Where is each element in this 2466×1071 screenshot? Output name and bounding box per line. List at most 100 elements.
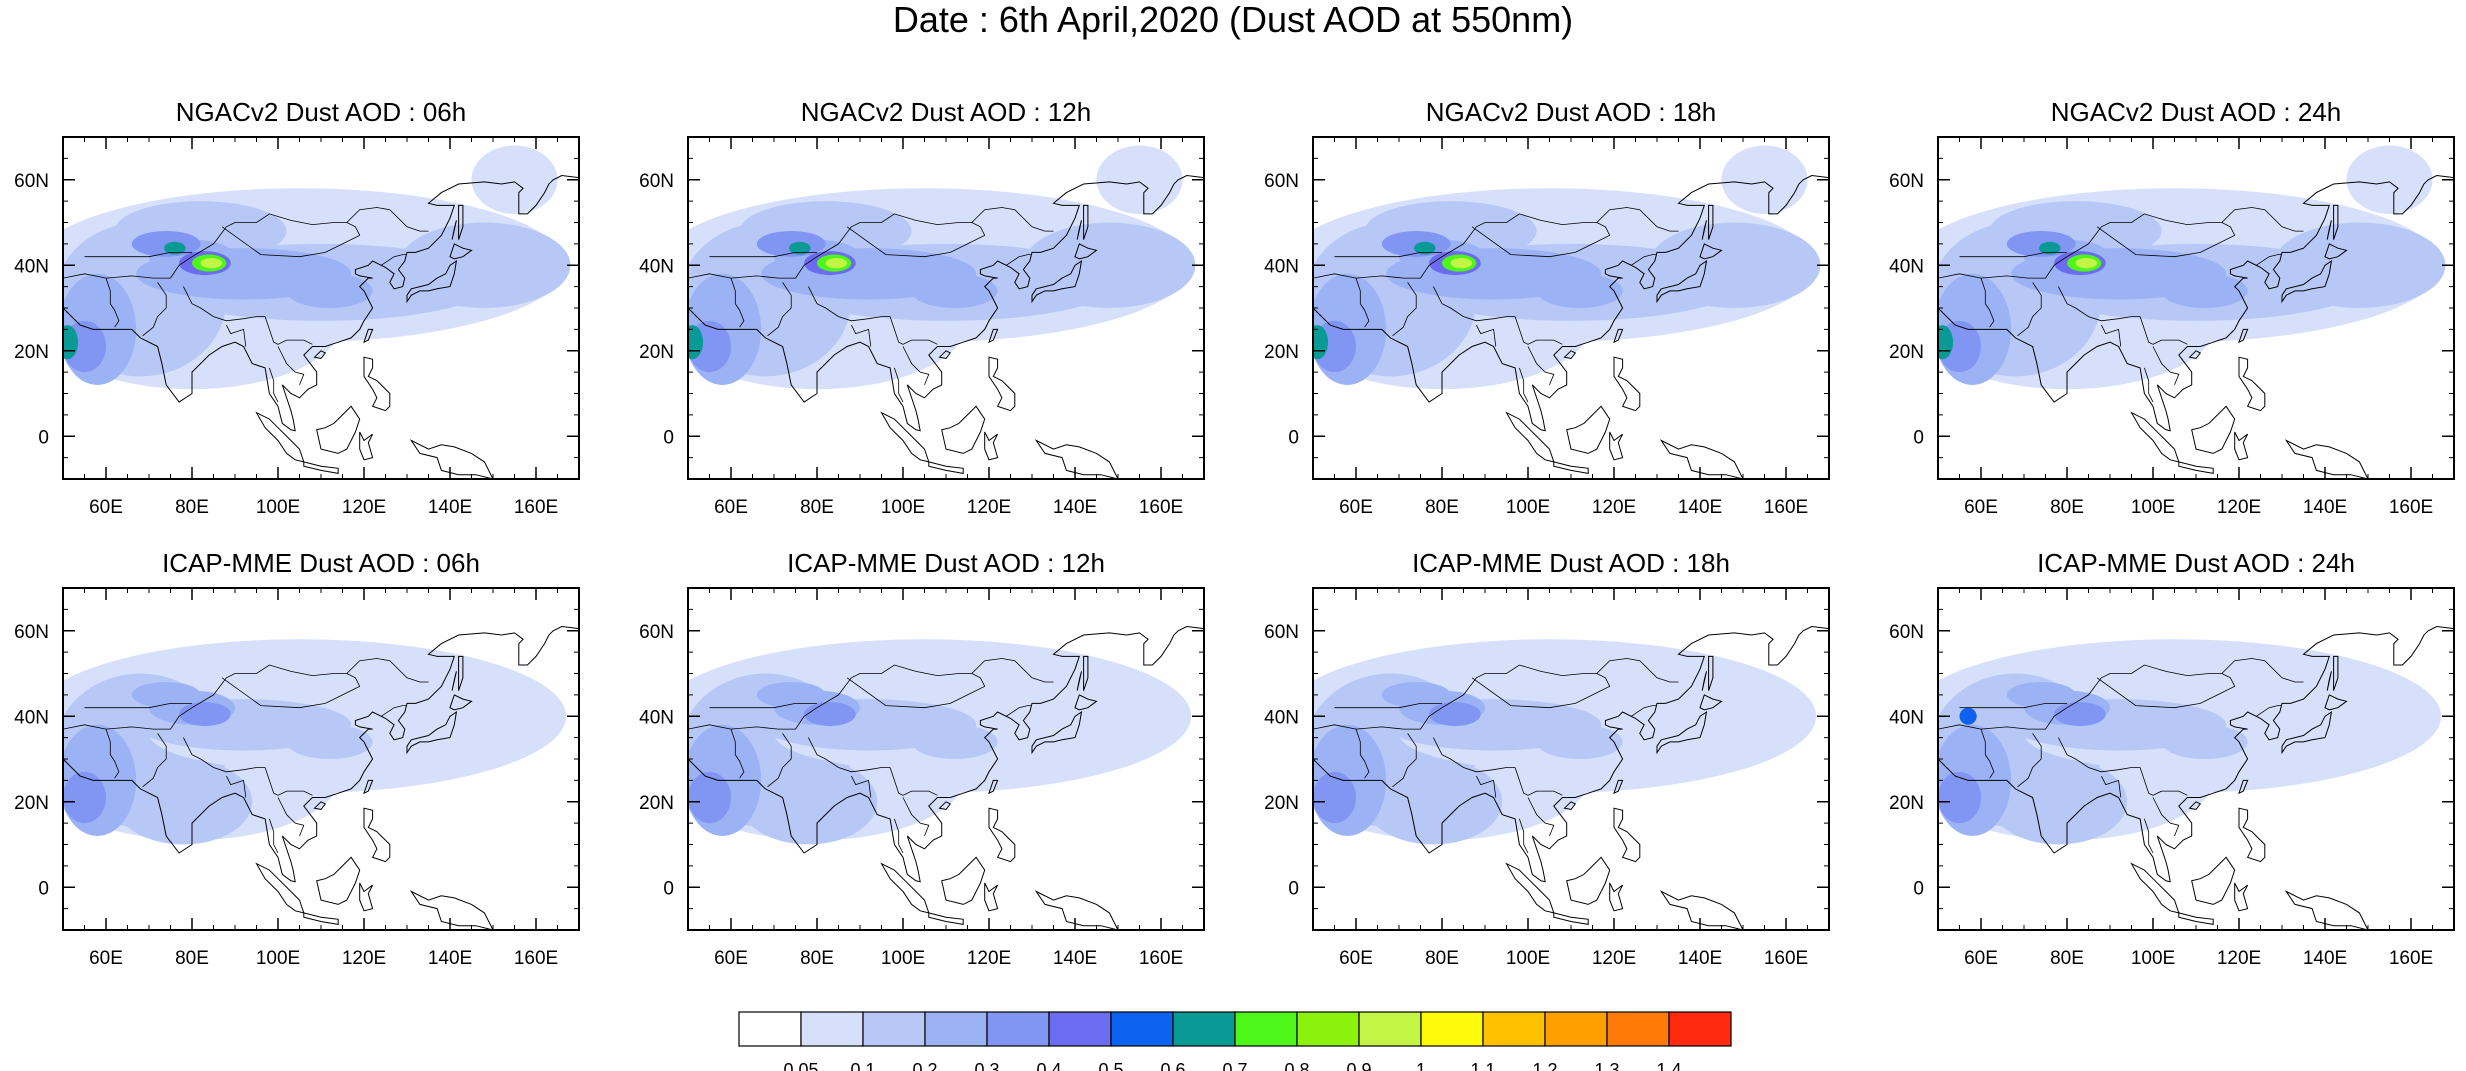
y-tick-label: 0: [663, 878, 674, 899]
coastlines: [1938, 174, 2454, 479]
colorbar-label: 1.4: [1656, 1060, 1681, 1071]
country-border: [1355, 277, 1370, 328]
colorbar-swatch: [1544, 1011, 1608, 1047]
island-outline: [1034, 439, 1119, 479]
country-border: [2017, 282, 2042, 337]
coastline: [1313, 174, 1829, 432]
island-outline: [316, 856, 361, 905]
country-border: [2139, 767, 2188, 796]
country-border: [709, 703, 817, 709]
y-tick-label: 20N: [1889, 793, 1924, 814]
x-tick-label: 60E: [714, 948, 748, 969]
country-border: [2058, 737, 2141, 773]
aod-field: [688, 588, 1204, 930]
aod-field: [1938, 588, 2454, 930]
country-border: [183, 737, 266, 773]
y-tick-label: 60N: [1889, 171, 1924, 192]
y-tick-label: 40N: [1264, 707, 1299, 728]
island-outline: [1074, 243, 1098, 260]
panel-title: ICAP-MME Dust AOD : 06h: [162, 548, 480, 578]
y-tick-label: 20N: [1889, 342, 1924, 363]
country-border: [808, 286, 891, 322]
island-outline: [2238, 807, 2266, 863]
country-border: [1938, 658, 2304, 730]
island-outline: [928, 461, 964, 474]
country-border: [105, 277, 120, 328]
x-tick-label: 100E: [2131, 497, 2175, 518]
country-border: [1980, 277, 1995, 328]
island-outline: [1553, 461, 1589, 474]
country-border: [2017, 733, 2042, 788]
country-border: [730, 277, 745, 328]
colorbar-label: 0.7: [1222, 1060, 1247, 1071]
x-tick-label: 120E: [967, 497, 1011, 518]
aod-field: [1938, 137, 2454, 479]
country-border: [1355, 728, 1370, 779]
map-panel: 60E 80E 100E 120E 140E 160E 0 20N 40N 60N NGACv2 D…: [14, 97, 580, 518]
island-outline: [1613, 328, 1624, 344]
map-panel: 60E 80E 100E 120E 140E 160E 0 20N 40N 60N ICAP-MME…: [1889, 548, 2455, 969]
island-outline: [938, 801, 952, 810]
country-border: [269, 367, 279, 403]
island-outline: [316, 405, 361, 454]
x-tick-label: 160E: [1139, 497, 1183, 518]
island-outline: [2238, 328, 2249, 344]
island-outline: [1031, 710, 1083, 755]
country-border: [709, 251, 817, 258]
coastline: [688, 625, 1204, 883]
island-outline: [1701, 220, 1707, 240]
country-border: [851, 324, 872, 347]
country-border: [1519, 818, 1529, 854]
colorbar-label: 0.1: [850, 1060, 875, 1071]
x-tick-label: 160E: [1139, 948, 1183, 969]
colorbar-label: 0.4: [1036, 1060, 1061, 1071]
island-outline: [1563, 350, 1577, 359]
island-outline: [1566, 405, 1611, 454]
y-tick-label: 60N: [14, 171, 49, 192]
island-outline: [1083, 204, 1089, 240]
country-border: [894, 818, 904, 854]
y-tick-label: 60N: [639, 171, 674, 192]
country-border: [1313, 658, 1679, 730]
island-outline: [451, 220, 457, 240]
x-tick-label: 80E: [175, 948, 209, 969]
island-outline: [2324, 694, 2348, 711]
colorbar-label: 0.3: [974, 1060, 999, 1071]
island-outline: [458, 204, 464, 240]
colorbar-swatch: [862, 1011, 926, 1047]
colorbar-swatch: [1358, 1011, 1422, 1047]
island-outline: [2284, 890, 2369, 930]
country-border: [183, 286, 266, 322]
colorbar-swatch: [1234, 1011, 1298, 1047]
y-tick-label: 60N: [1264, 171, 1299, 192]
y-tick-label: 40N: [639, 256, 674, 277]
island-outline: [1034, 890, 1119, 930]
island-outline: [2238, 779, 2249, 795]
country-border: [226, 324, 247, 347]
island-outline: [1699, 694, 1723, 711]
country-border: [2152, 346, 2180, 386]
y-tick-label: 40N: [1889, 256, 1924, 277]
x-tick-label: 60E: [1964, 948, 1998, 969]
x-tick-label: 60E: [1339, 948, 1373, 969]
x-tick-label: 160E: [514, 948, 558, 969]
country-border: [2096, 673, 2236, 709]
island-outline: [359, 882, 374, 912]
country-border: [1476, 324, 1497, 347]
island-outline: [941, 856, 986, 905]
coastline: [63, 625, 579, 883]
island-outline: [928, 912, 964, 925]
x-tick-label: 100E: [256, 497, 300, 518]
coastline: [1313, 625, 1829, 883]
country-border: [1005, 705, 1032, 717]
country-border: [1476, 775, 1497, 798]
country-border: [808, 737, 891, 773]
y-tick-label: 60N: [1264, 622, 1299, 643]
island-outline: [313, 801, 327, 810]
coastlines: [688, 625, 1204, 930]
y-tick-label: 40N: [14, 707, 49, 728]
island-outline: [984, 431, 999, 461]
island-outline: [2188, 801, 2202, 810]
country-border: [142, 733, 167, 788]
country-border: [1005, 254, 1032, 266]
